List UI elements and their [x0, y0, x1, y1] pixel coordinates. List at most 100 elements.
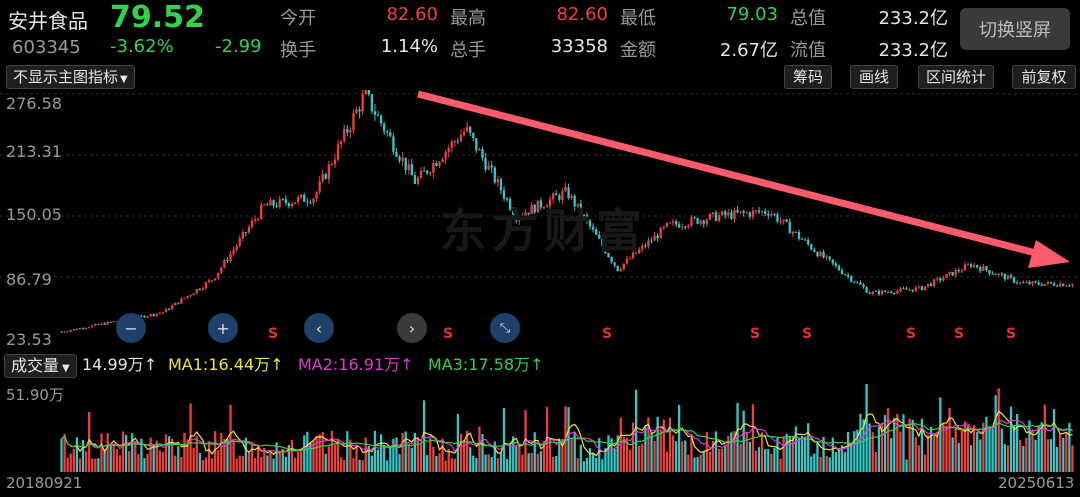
volume-bar [942, 423, 945, 472]
candle-body [604, 246, 607, 254]
volume-bar [631, 422, 635, 472]
candle-body [816, 251, 819, 257]
volume-bar [1028, 420, 1031, 472]
candle-body [272, 200, 275, 206]
volume-bar [333, 444, 337, 472]
volume-bar [186, 439, 189, 472]
candle-body [564, 187, 567, 192]
volume-bar [487, 454, 490, 472]
volume-bar [312, 440, 315, 472]
volume-bar [204, 457, 208, 472]
scroll-left-button[interactable]: ‹ [304, 313, 334, 343]
candle-body [791, 231, 794, 234]
candle-body [822, 251, 825, 258]
candle-body [656, 235, 659, 239]
volume-bar [1034, 439, 1037, 472]
candle-body [456, 141, 460, 143]
volume-bar [373, 430, 377, 472]
candle-body [235, 245, 238, 250]
change-amount: -2.99 [215, 36, 262, 57]
volume-bar [650, 433, 653, 472]
volume-bar [979, 439, 982, 472]
candle-body [210, 280, 214, 282]
candle-body [410, 164, 413, 176]
volume-bar [588, 448, 592, 472]
volume-bar [512, 436, 515, 472]
volume-bar [1037, 425, 1040, 472]
candle-body [373, 111, 377, 115]
candle-body [1028, 282, 1031, 285]
volume-bar [453, 458, 456, 472]
forward-adjust-button[interactable]: 前复权 [1012, 65, 1076, 89]
scroll-right-button[interactable]: › [397, 313, 427, 343]
volume-chart[interactable] [0, 376, 1080, 472]
volume-bar [134, 441, 137, 472]
indicator-dropdown[interactable]: 不显示主图指标 ▼ [6, 65, 135, 89]
volume-bar [379, 434, 383, 472]
candle-body [238, 238, 241, 246]
volume-bar [705, 432, 708, 472]
plus-icon: + [216, 318, 230, 338]
candle-body [530, 204, 533, 215]
candlestick-chart[interactable] [0, 90, 1080, 348]
candle-body [588, 220, 592, 227]
candle-body [933, 279, 936, 286]
reset-zoom-button[interactable]: ⤡ [490, 313, 520, 343]
draw-line-button[interactable]: 画线 [850, 65, 898, 89]
stat-label-turnover: 换手 [280, 40, 316, 61]
candle-body [217, 272, 220, 279]
candle-body [269, 200, 272, 206]
volume-bar [499, 453, 503, 472]
volume-bar [994, 395, 997, 472]
candle-body [253, 219, 257, 221]
stat-value-turnover: 1.14% [380, 36, 438, 57]
zoom-in-button[interactable]: + [208, 313, 238, 343]
candle-body [573, 195, 576, 207]
candle-body [687, 225, 690, 228]
volume-bar [257, 444, 260, 472]
candle-body [401, 157, 404, 161]
candle-body [638, 249, 641, 254]
volume-bar [253, 458, 257, 472]
candle-body [459, 135, 463, 142]
volume-bar [1012, 425, 1016, 472]
chips-button[interactable]: 筹码 [784, 65, 832, 89]
candle-body [376, 114, 380, 116]
candle-body [628, 258, 632, 260]
volume-bar [383, 444, 386, 472]
volume-bar [678, 404, 681, 472]
range-stats-button[interactable]: 区间统计 [918, 65, 994, 89]
volume-dropdown[interactable]: 成交量 ▼ [4, 354, 77, 378]
ma2-value: MA2:16.91万 [298, 355, 401, 374]
switch-portrait-button[interactable]: 切换竖屏 [960, 8, 1070, 50]
candle-body [164, 308, 168, 313]
candle-body [1062, 283, 1065, 287]
volume-bar [767, 449, 770, 472]
candle-body [312, 198, 315, 203]
volume-bar [837, 447, 841, 472]
sell-signal: S [750, 326, 761, 342]
volume-bar [797, 438, 801, 472]
zoom-out-button[interactable]: − [116, 313, 146, 343]
volume-bar [828, 457, 831, 472]
candle-body [171, 305, 174, 310]
candle-body [201, 288, 205, 290]
volume-bar [275, 442, 278, 472]
candle-body [370, 94, 374, 112]
volume-bar [88, 412, 91, 472]
volume-bar [1059, 434, 1062, 472]
candle-body [886, 291, 890, 293]
candle-body [963, 264, 967, 271]
volume-bar [920, 418, 924, 472]
candle-body [1006, 275, 1010, 280]
volume-bar [582, 461, 586, 472]
candle-body [361, 94, 364, 112]
sell-signal: S [802, 326, 813, 342]
candle-body [161, 312, 165, 314]
volume-bar [266, 455, 269, 472]
candle-body [662, 226, 665, 228]
volume-bar [567, 407, 570, 472]
candle-body [364, 90, 367, 95]
ma2-label: MA2:16.91万↑ [298, 354, 414, 376]
candle-body [957, 270, 960, 272]
